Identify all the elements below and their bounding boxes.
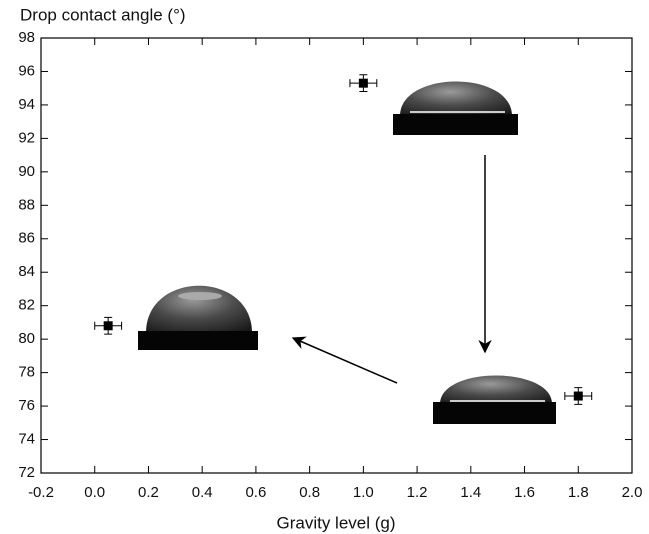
y-tick-label: 72 <box>18 464 35 481</box>
y-tick-label: 78 <box>18 364 35 381</box>
x-tick-label: 1.0 <box>353 484 374 501</box>
x-tick-label: 1.6 <box>514 484 535 501</box>
x-tick-label: 0.2 <box>138 484 159 501</box>
x-tick-label: 1.4 <box>460 484 481 501</box>
y-tick-label: 80 <box>18 330 35 347</box>
x-tick-label: 1.8 <box>568 484 589 501</box>
x-axis-title: Gravity level (g) <box>276 513 395 532</box>
x-tick-label: 0.0 <box>84 484 105 501</box>
y-tick-label: 98 <box>18 29 35 46</box>
y-tick-label: 96 <box>18 62 35 79</box>
drop-image <box>393 81 518 135</box>
data-point <box>103 321 113 331</box>
y-tick-label: 82 <box>18 297 35 314</box>
y-tick-label: 92 <box>18 129 35 146</box>
x-tick-label: 0.4 <box>192 484 213 501</box>
y-tick-label: 88 <box>18 196 35 213</box>
x-tick-label: 1.2 <box>407 484 428 501</box>
data-point <box>358 78 368 88</box>
x-tick-label: 0.8 <box>299 484 320 501</box>
y-tick-label: 90 <box>18 163 35 180</box>
plot-frame <box>40 37 633 474</box>
drop-image <box>433 375 556 424</box>
y-tick-label: 84 <box>18 263 35 280</box>
y-tick-label: 86 <box>18 230 35 247</box>
data-point <box>573 391 583 401</box>
x-tick-label: -0.2 <box>28 484 54 501</box>
chart-title: Drop contact angle (°) <box>20 5 186 24</box>
y-tick-label: 76 <box>18 397 35 414</box>
drop-image <box>138 285 258 350</box>
y-tick-label: 74 <box>18 431 35 448</box>
y-tick-label: 94 <box>18 96 35 113</box>
x-tick-label: 0.6 <box>245 484 266 501</box>
x-tick-label: 2.0 <box>622 484 643 501</box>
arrow <box>291 336 398 384</box>
